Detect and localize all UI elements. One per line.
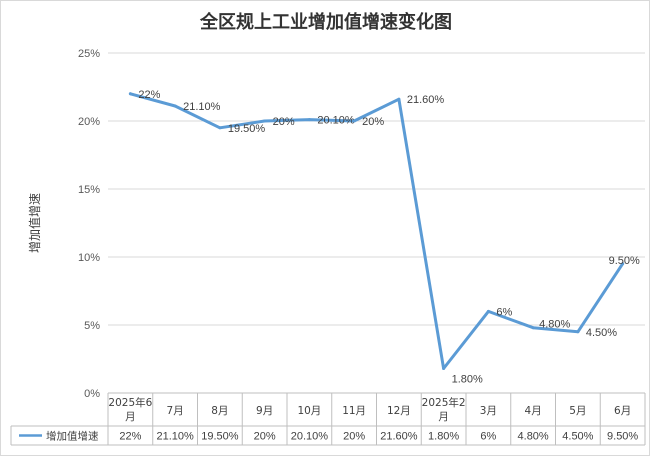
data-point — [263, 119, 267, 123]
data-label: 20.10% — [317, 115, 355, 127]
table-value-cell: 6% — [480, 431, 496, 443]
x-category-label: 10月 — [297, 405, 321, 417]
data-point — [576, 330, 580, 334]
y-tick-label: 0% — [84, 388, 100, 400]
x-category-label: 月 — [125, 411, 136, 423]
x-category-label: 3月 — [480, 405, 497, 417]
table-value-cell: 1.80% — [428, 431, 459, 443]
data-label: 4.80% — [539, 319, 570, 331]
data-label: 19.50% — [228, 123, 266, 135]
data-point — [352, 119, 356, 123]
table-value-cell: 22% — [119, 431, 141, 443]
data-label: 9.50% — [609, 255, 640, 267]
y-axis-label: 增加值增速 — [27, 193, 42, 253]
table-value-cell: 21.10% — [156, 431, 194, 443]
y-tick-label: 15% — [78, 184, 100, 196]
x-category-label: 8月 — [211, 405, 228, 417]
data-point — [397, 97, 401, 101]
data-label: 22% — [138, 89, 160, 101]
gridlines — [108, 52, 645, 326]
data-label: 20% — [362, 116, 384, 128]
data-label: 21.10% — [183, 101, 221, 113]
x-category-label: 6月 — [614, 405, 631, 417]
series-line-group — [128, 92, 625, 370]
x-category-label: 9月 — [256, 405, 273, 417]
data-labels: 22% 21.10% 19.50% 20% 20.10% 20% 21.60% 1.80% 6%… — [128, 89, 640, 386]
data-point — [128, 92, 132, 96]
y-tick-label: 10% — [78, 252, 100, 264]
y-tick-label: 25% — [78, 48, 100, 60]
data-point — [442, 367, 446, 371]
data-point — [173, 104, 177, 108]
x-category-label: 12月 — [387, 405, 411, 417]
x-category-label: 7月 — [167, 405, 184, 417]
x-category-label: 5月 — [569, 405, 586, 417]
table-value-cell: 4.80% — [518, 431, 549, 443]
data-label: 1.80% — [452, 374, 483, 386]
table-value-cell: 4.50% — [562, 431, 593, 443]
x-category-label: 月 — [438, 411, 449, 423]
data-label: 6% — [496, 306, 512, 318]
table-value-cell: 20% — [343, 431, 365, 443]
series-line — [128, 92, 625, 370]
x-category-label: 2025年2 — [422, 396, 466, 409]
data-point — [307, 118, 311, 122]
data-point — [621, 262, 625, 266]
data-label: 4.50% — [586, 327, 617, 339]
table-value-cell: 20.10% — [291, 431, 329, 443]
legend-label: 增加值增速 — [46, 430, 99, 443]
table-value-cell: 19.50% — [201, 431, 239, 443]
data-label: 21.60% — [407, 94, 445, 106]
table-value-cell: 20% — [254, 431, 276, 443]
data-point — [486, 309, 490, 313]
chart-title: 全区规上工业增加值增速变化图 — [199, 11, 452, 33]
data-label: 20% — [273, 116, 295, 128]
y-tick-label: 5% — [84, 320, 100, 332]
table-value-cell: 21.60% — [380, 431, 418, 443]
x-category-label: 2025年6 — [108, 396, 152, 409]
x-category-label: 11月 — [342, 405, 366, 417]
data-table: 2025年6 月 7月 8月 9月 10月 11月 12月 2025年2 月 3月 4月 5月 6月增加值… — [10, 392, 646, 446]
table-value-cell: 9.50% — [607, 431, 638, 443]
y-axis-ticks: 0% 5% 10% 15% 20% 25% — [78, 48, 100, 400]
data-point — [531, 326, 535, 330]
y-tick-label: 20% — [78, 116, 100, 128]
x-category-label: 4月 — [525, 405, 542, 417]
data-point — [218, 126, 222, 130]
